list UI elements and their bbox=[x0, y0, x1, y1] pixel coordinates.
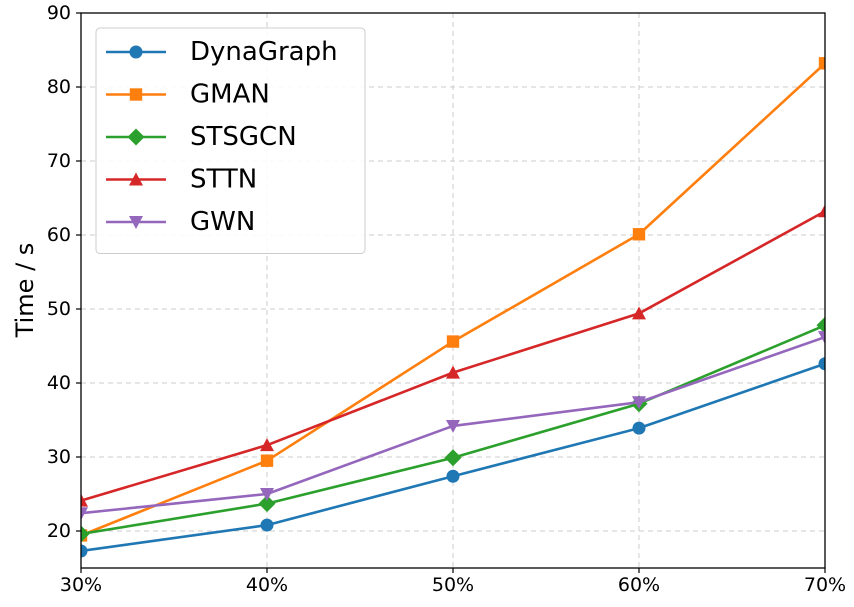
data-point-gman bbox=[632, 228, 646, 241]
legend-item-sttn: STTN bbox=[106, 165, 257, 195]
data-point-stsgcn bbox=[444, 449, 462, 467]
data-point-gman bbox=[260, 454, 274, 467]
data-point-sttn bbox=[446, 365, 460, 379]
y-tick-label: 60 bbox=[47, 224, 71, 246]
legend-label-dynagraph: DynaGraph bbox=[190, 37, 338, 67]
y-tick-label: 40 bbox=[47, 372, 71, 394]
series-sttn bbox=[81, 204, 825, 507]
data-point-sttn bbox=[260, 438, 274, 452]
x-tick-label: 70% bbox=[804, 574, 846, 596]
ticks: 30% 40% 50% 60% 70% 20 30 40 50 60 70 80 90 bbox=[47, 2, 846, 596]
x-tick-label: 50% bbox=[432, 574, 474, 596]
data-point-stsgcn bbox=[81, 525, 90, 543]
data-point-stsgcn bbox=[258, 495, 276, 513]
legend-label-stsgcn: STSGCN bbox=[190, 122, 297, 152]
legend-box bbox=[95, 27, 366, 254]
data-point-gwn bbox=[632, 396, 646, 410]
data-point-dynagraph bbox=[818, 357, 825, 371]
data-point-sttn bbox=[632, 306, 646, 320]
legend-marker-dynagraph bbox=[129, 45, 143, 59]
legend-marker-sttn bbox=[129, 172, 143, 186]
data-point-dynagraph bbox=[446, 469, 460, 483]
y-tick-label: 90 bbox=[47, 2, 71, 24]
y-tick-label: 20 bbox=[47, 520, 71, 542]
y-axis-label: Time / s bbox=[11, 243, 39, 339]
x-tick-label: 30% bbox=[60, 574, 102, 596]
data-point-gwn bbox=[818, 331, 825, 345]
series-stsgcn bbox=[81, 316, 825, 543]
x-tick-label: 40% bbox=[246, 574, 288, 596]
legend-marker-gwn bbox=[129, 216, 143, 229]
legend: DynaGraph GMAN STSGCN STTN GWN bbox=[95, 27, 366, 254]
data-point-gwn bbox=[446, 419, 460, 433]
y-tick-label: 30 bbox=[47, 446, 71, 468]
legend-item-gwn: GWN bbox=[106, 207, 255, 237]
legend-item-stsgcn: STSGCN bbox=[106, 122, 297, 152]
data-point-dynagraph bbox=[632, 421, 646, 435]
data-point-dynagraph bbox=[81, 544, 88, 558]
y-tick-label: 80 bbox=[47, 76, 71, 98]
data-point-gman bbox=[446, 335, 460, 348]
data-point-gwn bbox=[81, 507, 88, 521]
series-dynagraph bbox=[81, 357, 825, 558]
series-gwn bbox=[81, 331, 825, 521]
legend-label-gwn: GWN bbox=[190, 207, 255, 237]
legend-marker-stsgcn bbox=[127, 128, 145, 146]
legend-item-gman: GMAN bbox=[106, 80, 270, 110]
legend-label-sttn: STTN bbox=[190, 165, 257, 195]
series-layer bbox=[81, 57, 825, 558]
x-tick-label: 60% bbox=[618, 574, 660, 596]
legend-item-dynagraph: DynaGraph bbox=[106, 37, 338, 67]
data-point-sttn bbox=[81, 493, 88, 507]
legend-label-gman: GMAN bbox=[190, 80, 270, 110]
data-point-dynagraph bbox=[260, 518, 274, 532]
data-point-gman bbox=[818, 57, 825, 70]
data-point-sttn bbox=[818, 204, 825, 218]
data-point-gwn bbox=[260, 488, 274, 501]
legend-marker-gman bbox=[129, 88, 143, 101]
data-point-stsgcn bbox=[816, 316, 825, 334]
y-tick-label: 70 bbox=[47, 150, 71, 172]
y-tick-label: 50 bbox=[47, 298, 71, 320]
